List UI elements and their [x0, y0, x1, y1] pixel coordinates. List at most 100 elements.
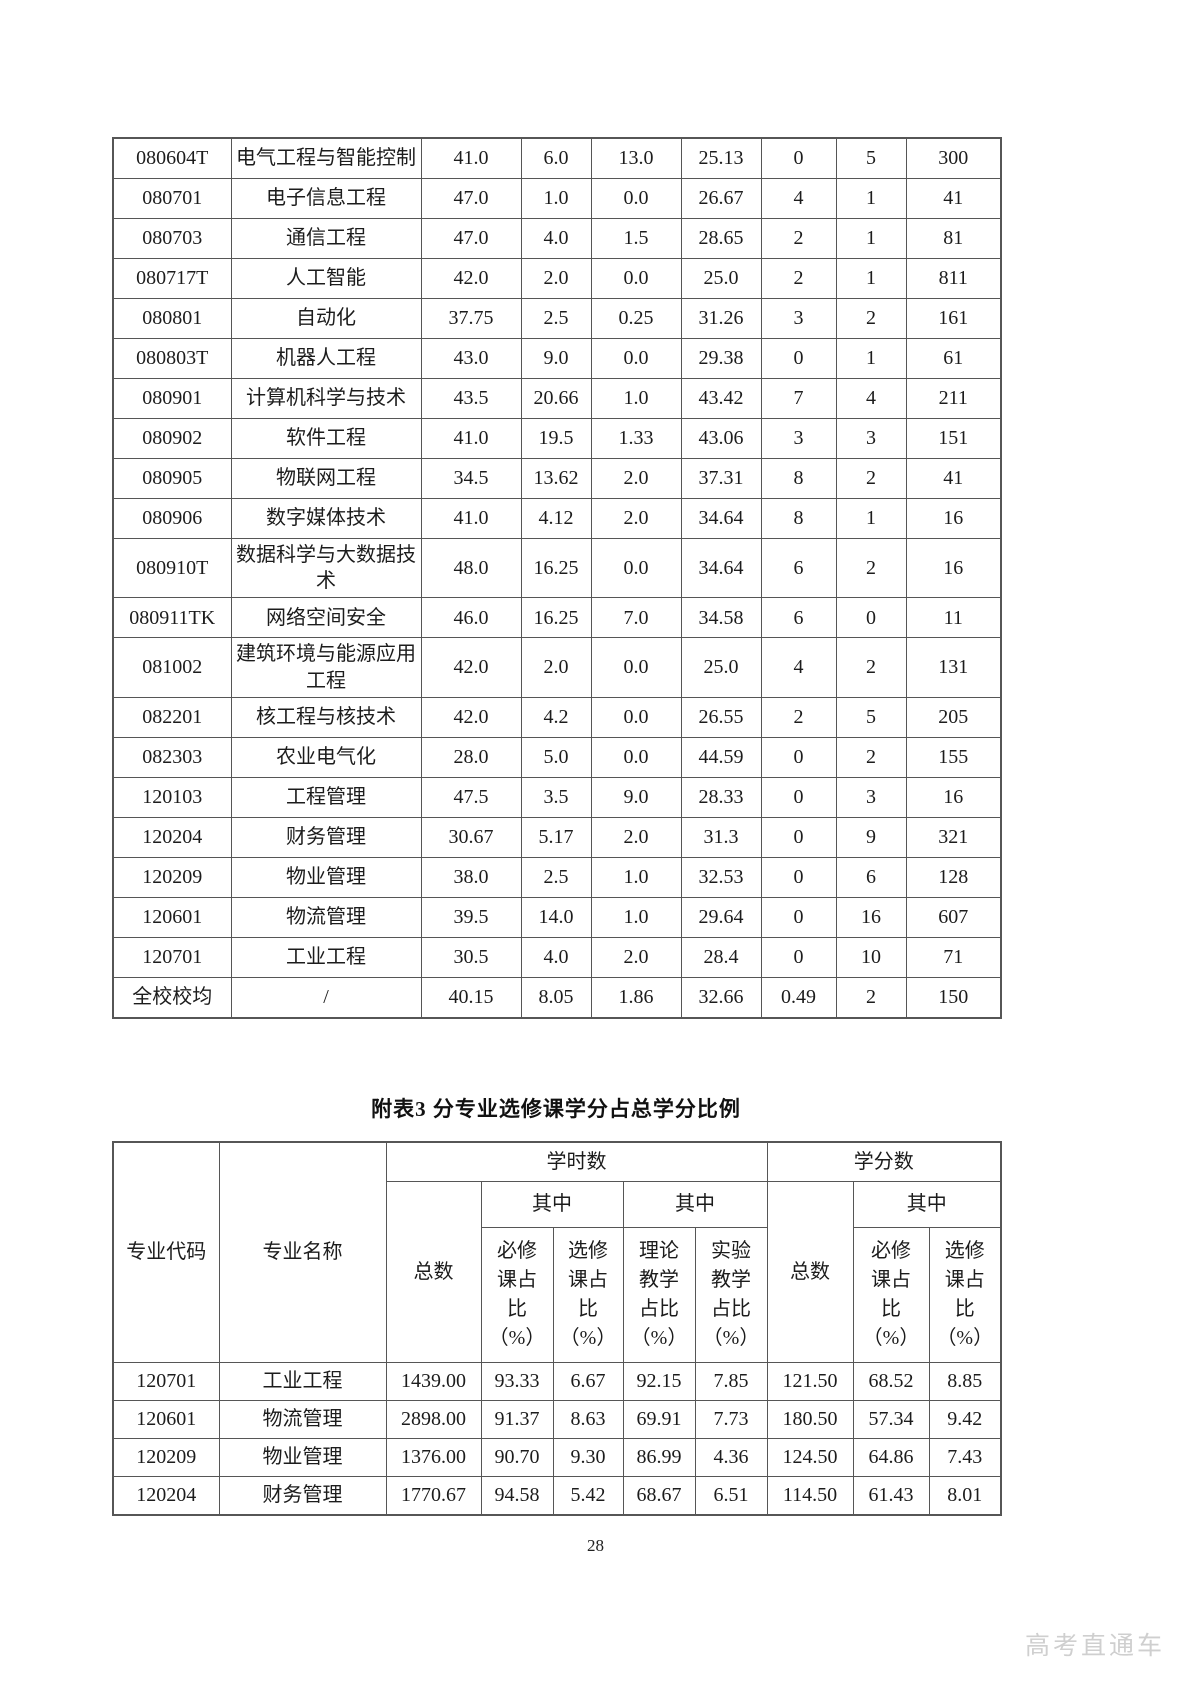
value-cell: 30.67 — [420, 817, 522, 859]
header-credits-required-share: 必修 课占 比 （%） — [852, 1227, 930, 1364]
value-cell: 1.0 — [590, 897, 682, 939]
value-cell: 4 — [760, 637, 837, 699]
value-cell: 2.0 — [590, 937, 682, 979]
value-cell: 47.5 — [420, 777, 522, 819]
major-name-cell: 自动化 — [230, 297, 422, 339]
value-cell: 43.42 — [680, 377, 762, 419]
value-cell: 16 — [905, 497, 1002, 539]
value-cell: 2 — [835, 297, 907, 339]
value-cell: 41 — [905, 457, 1002, 499]
value-cell: 1439.00 — [385, 1362, 482, 1402]
major-code-cell: 120209 — [112, 1438, 220, 1478]
value-cell: 321 — [905, 817, 1002, 859]
value-cell: 2 — [760, 257, 837, 299]
value-cell: 121.50 — [766, 1362, 854, 1402]
value-cell: 1.0 — [590, 857, 682, 899]
value-cell: 42.0 — [420, 637, 522, 699]
value-cell: 68.52 — [852, 1362, 930, 1402]
major-code-cell: 080803T — [112, 337, 232, 379]
value-cell: 2.0 — [520, 637, 592, 699]
value-cell: 20.66 — [520, 377, 592, 419]
value-cell: 31.3 — [680, 817, 762, 859]
value-cell: 0 — [760, 337, 837, 379]
value-cell: 1770.67 — [385, 1476, 482, 1516]
value-cell: 7.43 — [928, 1438, 1002, 1478]
major-code-cell: 120209 — [112, 857, 232, 899]
value-cell: 7.85 — [694, 1362, 768, 1402]
value-cell: 38.0 — [420, 857, 522, 899]
major-name-cell: 物业管理 — [218, 1438, 387, 1478]
table-row: 全校校均 / 40.15 8.05 1.86 32.66 0.49 2 150 — [112, 977, 1002, 1019]
value-cell: 1.33 — [590, 417, 682, 459]
value-cell: 4.36 — [694, 1438, 768, 1478]
header-credits-total: 总数 — [766, 1181, 854, 1364]
value-cell: 2 — [835, 457, 907, 499]
value-cell: 5.17 — [520, 817, 592, 859]
value-cell: 34.58 — [680, 597, 762, 639]
value-cell: 43.0 — [420, 337, 522, 379]
value-cell: 61.43 — [852, 1476, 930, 1516]
major-name-cell: 工业工程 — [218, 1362, 387, 1402]
value-cell: 16.25 — [520, 537, 592, 599]
value-cell: 9.30 — [552, 1438, 624, 1478]
value-cell: 2 — [835, 537, 907, 599]
value-cell: 205 — [905, 697, 1002, 739]
value-cell: 6.0 — [520, 137, 592, 179]
value-cell: 161 — [905, 297, 1002, 339]
value-cell: 42.0 — [420, 697, 522, 739]
header-theory-share: 理论 教学 占比 （%） — [622, 1227, 696, 1364]
value-cell: 6.51 — [694, 1476, 768, 1516]
value-cell: 7 — [760, 377, 837, 419]
value-cell: 32.53 — [680, 857, 762, 899]
header-hours-total: 总数 — [385, 1181, 482, 1364]
table-row: 080905 物联网工程 34.5 13.62 2.0 37.31 8 2 41 — [112, 457, 1002, 499]
major-name-cell: 农业电气化 — [230, 737, 422, 779]
elective-credit-ratio-table: 专业代码 专业名称 学时数 学分数 总数 其中 其中 总数 其中 必修 课占 比… — [112, 1140, 1003, 1516]
value-cell: 0.0 — [590, 537, 682, 599]
value-cell: 43.06 — [680, 417, 762, 459]
value-cell: 3 — [835, 417, 907, 459]
value-cell: 37.75 — [420, 297, 522, 339]
value-cell: 0.0 — [590, 337, 682, 379]
header-row-among: 总数 其中 其中 总数 其中 — [113, 1181, 1002, 1364]
value-cell: 41.0 — [420, 497, 522, 539]
value-cell: 0.0 — [590, 177, 682, 219]
value-cell: 4.0 — [520, 217, 592, 259]
header-hours-among-1: 其中 — [480, 1181, 624, 1229]
value-cell: 31.26 — [680, 297, 762, 339]
major-code-cell: 080905 — [112, 457, 232, 499]
value-cell: 1 — [835, 257, 907, 299]
major-code-cell: 080902 — [112, 417, 232, 459]
value-cell: 34.64 — [680, 497, 762, 539]
value-cell: 92.15 — [622, 1362, 696, 1402]
header-hours-group: 学时数 — [385, 1141, 768, 1183]
value-cell: 16.25 — [520, 597, 592, 639]
value-cell: 2 — [760, 697, 837, 739]
value-cell: 0 — [760, 897, 837, 939]
value-cell: 124.50 — [766, 1438, 854, 1478]
table-row: 120209 物业管理 38.0 2.5 1.0 32.53 0 6 128 — [112, 857, 1002, 899]
value-cell: 8 — [760, 457, 837, 499]
major-name-cell: 数据科学与大数据技术 — [230, 537, 422, 599]
major-code-cell: 080910T — [112, 537, 232, 599]
table-row: 080703 通信工程 47.0 4.0 1.5 28.65 2 1 81 — [112, 217, 1002, 259]
header-major-code: 专业代码 — [112, 1141, 220, 1364]
value-cell: 2.5 — [520, 297, 592, 339]
value-cell: 48.0 — [420, 537, 522, 599]
value-cell: 34.5 — [420, 457, 522, 499]
major-code-cell: 120204 — [112, 1476, 220, 1516]
major-name-cell: 网络空间安全 — [230, 597, 422, 639]
value-cell: 131 — [905, 637, 1002, 699]
major-name-cell: 财务管理 — [230, 817, 422, 859]
major-name-cell: 核工程与核技术 — [230, 697, 422, 739]
watermark-text: 高考直通车 — [1024, 1632, 1165, 1660]
value-cell: 4.2 — [520, 697, 592, 739]
value-cell: 1 — [835, 337, 907, 379]
value-cell: 61 — [905, 337, 1002, 379]
table-row: 080803T 机器人工程 43.0 9.0 0.0 29.38 0 1 61 — [112, 337, 1002, 379]
value-cell: 3 — [835, 777, 907, 819]
table-row: 120701 工业工程 30.5 4.0 2.0 28.4 0 10 71 — [112, 937, 1002, 979]
major-name-cell: 通信工程 — [230, 217, 422, 259]
header-credits-among: 其中 — [852, 1181, 1002, 1229]
value-cell: 28.0 — [420, 737, 522, 779]
